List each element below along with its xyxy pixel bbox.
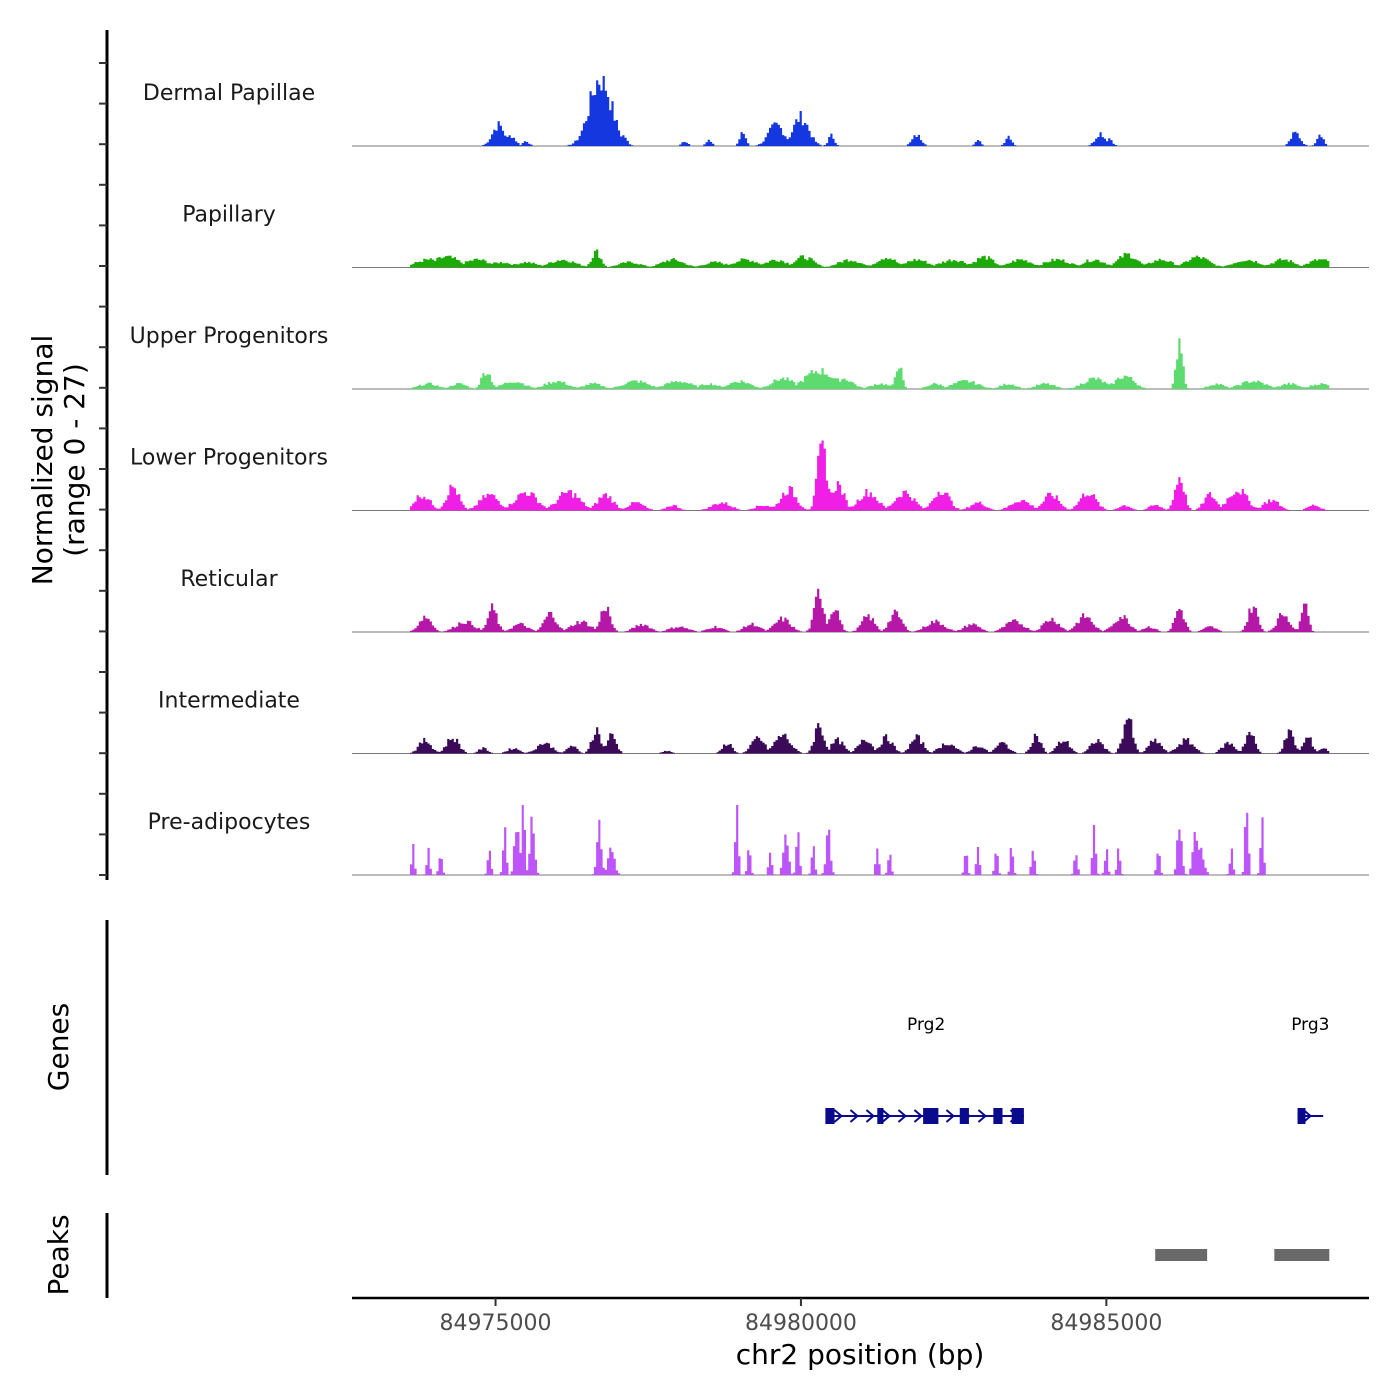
gene-prg3: Prg3 (1291, 1015, 1329, 1124)
gene-exon (825, 1108, 835, 1124)
track-label: Upper Progenitors (130, 324, 329, 349)
gene-exon (877, 1108, 884, 1124)
track-label: Papillary (182, 203, 276, 228)
signal-area (410, 338, 1330, 389)
track-lower-progenitors: Lower Progenitors (130, 440, 1369, 511)
strand-arrow (881, 1109, 891, 1123)
signal-tracks: Dermal Papillae Papillary Upper Progenitor… (130, 76, 1369, 876)
gene-exon (993, 1108, 1003, 1124)
track-intermediate: Intermediate (158, 689, 1369, 754)
track-label: Intermediate (158, 689, 300, 714)
strand-arrow (977, 1109, 987, 1123)
gene-prg2: Prg2 (825, 1015, 1024, 1124)
track-pre-adipocytes: Pre-adipocytes (148, 805, 1369, 876)
strand-arrow (897, 1109, 907, 1123)
strand-arrow (849, 1109, 859, 1123)
x-axis-tick-label: 84975000 (440, 1311, 552, 1336)
strand-arrow (833, 1109, 843, 1123)
signal-y-axis-ticks (99, 62, 107, 876)
gene-exon (959, 1108, 969, 1124)
track-reticular: Reticular (180, 567, 1369, 633)
signal-area (410, 440, 1330, 511)
signal-y-axis-range: (range 0 - 27) (58, 363, 91, 557)
signal-area (410, 76, 1330, 146)
x-axis-tick-label: 84985000 (1050, 1311, 1162, 1336)
peak-region (1155, 1249, 1208, 1261)
track-label: Reticular (180, 567, 278, 592)
track-dermal-papillae: Dermal Papillae (143, 76, 1369, 147)
strand-arrow (913, 1109, 923, 1123)
signal-y-axis-title: Normalized signal (26, 335, 59, 586)
track-label: Dermal Papillae (143, 81, 315, 106)
gene-exon (1297, 1108, 1306, 1124)
genes-panel-label: Genes (42, 1003, 75, 1091)
peaks-panel-label: Peaks (42, 1214, 75, 1295)
strand-arrow (865, 1109, 875, 1123)
signal-area (410, 249, 1330, 268)
track-papillary: Papillary (182, 203, 1369, 268)
x-axis-ticks: 84975000 84980000 84985000 (440, 1298, 1162, 1336)
gene-label: Prg2 (907, 1015, 945, 1035)
track-label: Lower Progenitors (130, 446, 328, 471)
gene-label: Prg3 (1291, 1015, 1329, 1035)
x-axis-title: chr2 position (bp) (736, 1338, 985, 1371)
strand-arrow (1302, 1109, 1313, 1123)
strand-arrow (945, 1109, 955, 1123)
signal-area (410, 718, 1330, 754)
peak-track (1155, 1249, 1330, 1261)
gene-track: Prg2 Prg3 (825, 1015, 1329, 1124)
gene-exon (923, 1108, 939, 1124)
track-upper-progenitors: Upper Progenitors (130, 324, 1369, 390)
signal-area (410, 588, 1330, 632)
signal-area (410, 805, 1330, 875)
track-label: Pre-adipocytes (148, 810, 311, 835)
x-axis-tick-label: 84980000 (745, 1311, 857, 1336)
peak-region (1274, 1249, 1330, 1261)
gene-exon (1011, 1108, 1024, 1124)
